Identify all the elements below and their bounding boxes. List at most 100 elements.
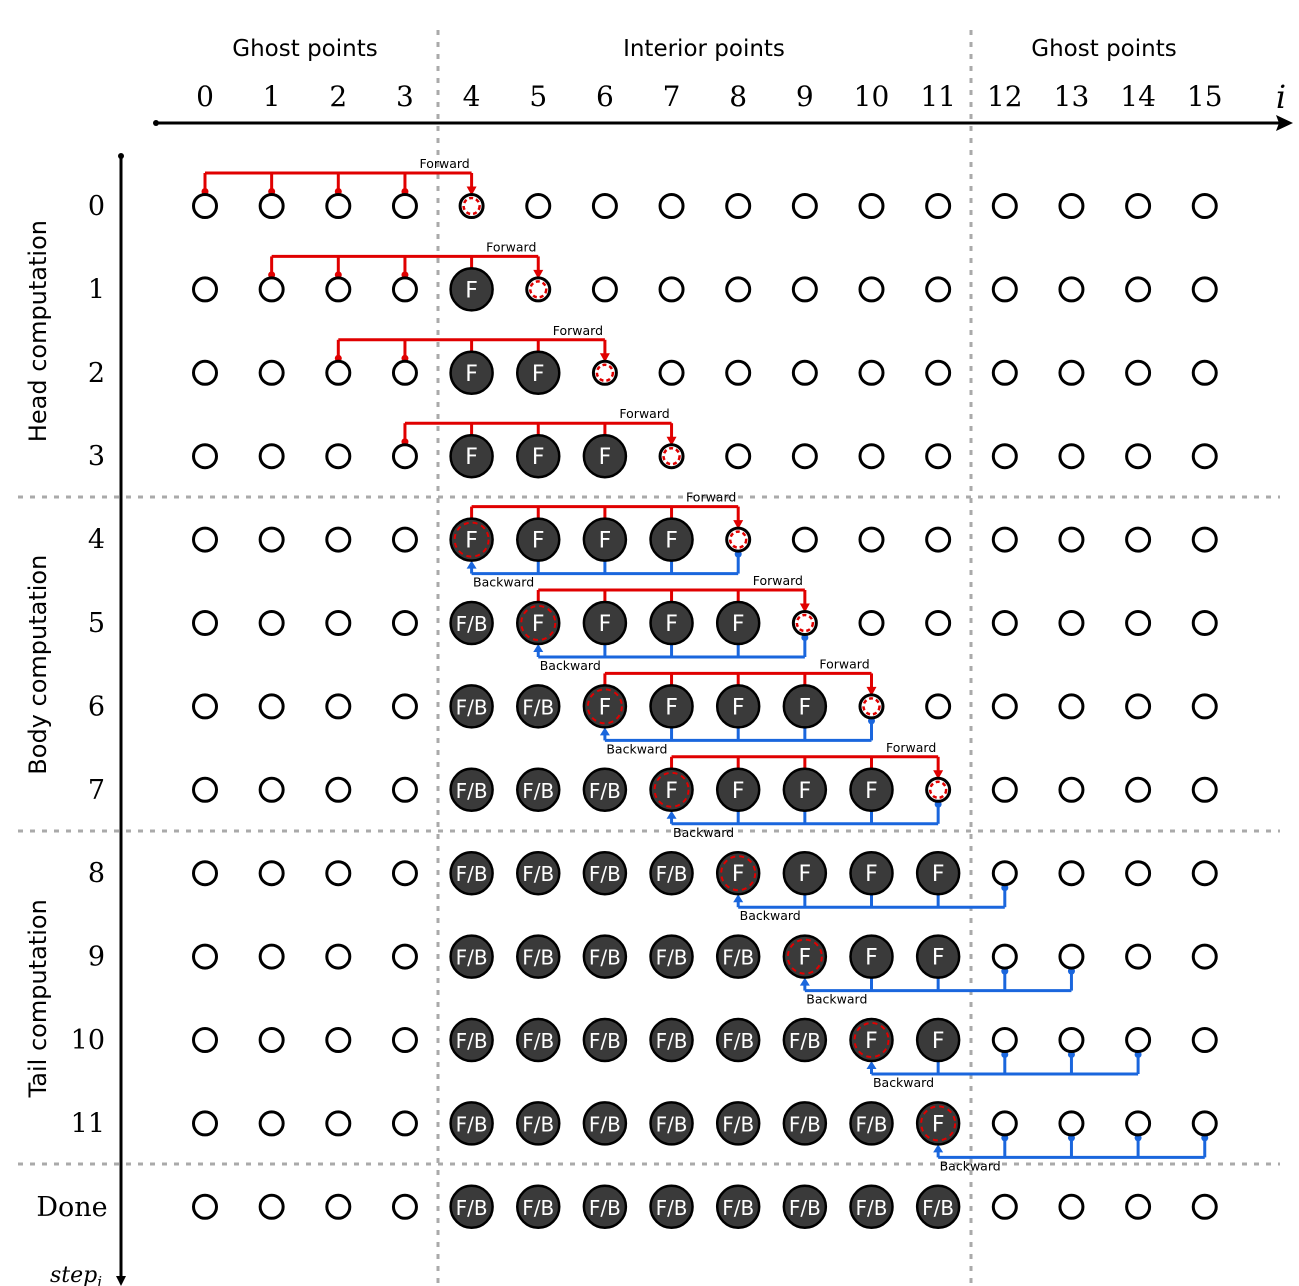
grid-point (1191, 776, 1218, 803)
point-state-label: F (799, 779, 812, 804)
grid-point (991, 276, 1018, 303)
step-axis: stepi (50, 153, 126, 1286)
computed-point (582, 684, 628, 729)
point-state-label: F (665, 695, 678, 720)
backward-label: Backward (740, 908, 801, 923)
grid-point (925, 443, 952, 470)
point-state-label: F (732, 612, 745, 637)
grid-point (1125, 276, 1152, 303)
forward-target-marker (662, 446, 681, 466)
point-state-label: F/B (522, 1196, 554, 1220)
grid-point (391, 1110, 418, 1137)
backward-label: Backward (606, 741, 667, 756)
step-label: 5 (88, 608, 105, 639)
grid-point (1125, 943, 1152, 970)
step-label: 11 (71, 1108, 105, 1139)
backward-arrow-icon (799, 977, 810, 986)
forward-arrow-icon (533, 269, 544, 279)
point-state-label: F (932, 1112, 945, 1137)
column-labels: 0 1 2 3 4 5 6 7 8 9 10 11 12 13 14 15 (196, 80, 1222, 113)
computed-point (715, 767, 761, 813)
backward-arrow-icon (933, 1144, 944, 1153)
section-label: Tail computation (24, 899, 52, 1098)
point-state-label: F/B (722, 1196, 754, 1220)
point-state-label: F (665, 529, 678, 554)
grid-point (325, 193, 352, 219)
point-state-label: F (599, 695, 612, 720)
point-state-label: F/B (522, 779, 554, 803)
grid-point (591, 276, 618, 303)
grid-point (258, 1193, 285, 1220)
grid-point (325, 443, 352, 470)
forward-target-marker (595, 363, 615, 383)
computed-point (715, 600, 761, 646)
grid-point (325, 860, 352, 887)
backward-target-marker (720, 855, 757, 892)
backward-target-marker (920, 1105, 957, 1142)
computed-point (582, 517, 628, 562)
backward-arrow-icon (533, 644, 544, 652)
grid-point (991, 1193, 1018, 1220)
grid-point (591, 193, 618, 219)
grid-point (791, 276, 818, 303)
point-state-label: F (532, 362, 545, 387)
grid-point (991, 1110, 1018, 1137)
computed-point (582, 433, 628, 479)
point-state-label: F/B (589, 1112, 621, 1136)
computed-point (849, 850, 894, 896)
grid-point (1125, 1193, 1152, 1220)
forward-label: Forward (419, 156, 469, 171)
point-state-label: F/B (589, 862, 621, 886)
point-state-label: F (732, 779, 745, 804)
computed-point (782, 767, 828, 813)
forward-target-marker (462, 196, 481, 216)
grid-point (391, 693, 418, 720)
point-state-label: F/B (522, 1029, 554, 1053)
grid-point (325, 276, 352, 303)
backward-arrow-icon (866, 1061, 877, 1069)
grid-point (1058, 443, 1085, 470)
computed-point (915, 1101, 961, 1146)
point-state-label: F (932, 946, 945, 971)
point-state-label: F/B (456, 695, 488, 719)
computed-point (782, 934, 828, 979)
grid-point (1058, 1110, 1085, 1137)
computed-point (915, 850, 961, 896)
forward-label: Forward (686, 490, 736, 505)
stencil-connectors: Backward (933, 1134, 1209, 1173)
ghost-points-right-label: Ghost points (1031, 36, 1176, 62)
grid-point (325, 776, 352, 803)
grid-point (258, 443, 285, 470)
step-row: 8 Backward F/B F/B F/B F/B F F F F (88, 850, 1218, 923)
forward-label: Forward (486, 239, 536, 254)
step-row: 9 Backward F/B F/B F/B F/B F/B F F F (88, 934, 1218, 1007)
computed-point (849, 1184, 894, 1230)
point-state-label: F/B (456, 612, 488, 636)
point-state-label: F/B (856, 1112, 888, 1136)
grid-point (1191, 943, 1218, 970)
computed-point (715, 934, 761, 979)
backward-label: Backward (806, 992, 867, 1007)
point-state-label: F/B (456, 946, 488, 970)
point-state-label: F (799, 862, 812, 887)
grid-point (391, 359, 418, 386)
step-row: 2 Forward F F (88, 323, 1218, 396)
forward-label: Forward (819, 656, 869, 671)
grid-point (925, 193, 952, 219)
forward-label: Forward (553, 323, 603, 338)
backward-label: Backward (673, 825, 734, 840)
backward-label: Backward (873, 1075, 934, 1090)
step-label: 7 (88, 775, 105, 806)
column-label: 14 (1120, 80, 1156, 113)
grid-point (258, 526, 285, 553)
grid-point (391, 860, 418, 887)
step-axis-arrow-icon (116, 1276, 126, 1286)
step-label: 4 (88, 525, 105, 556)
computed-point (582, 934, 628, 979)
grid-point (1191, 359, 1218, 386)
grid-point (391, 1027, 418, 1053)
point-state-label: F/B (522, 1112, 554, 1136)
computed-point (582, 767, 628, 813)
computed-point (649, 1017, 694, 1063)
forward-arrow-icon (466, 186, 477, 196)
